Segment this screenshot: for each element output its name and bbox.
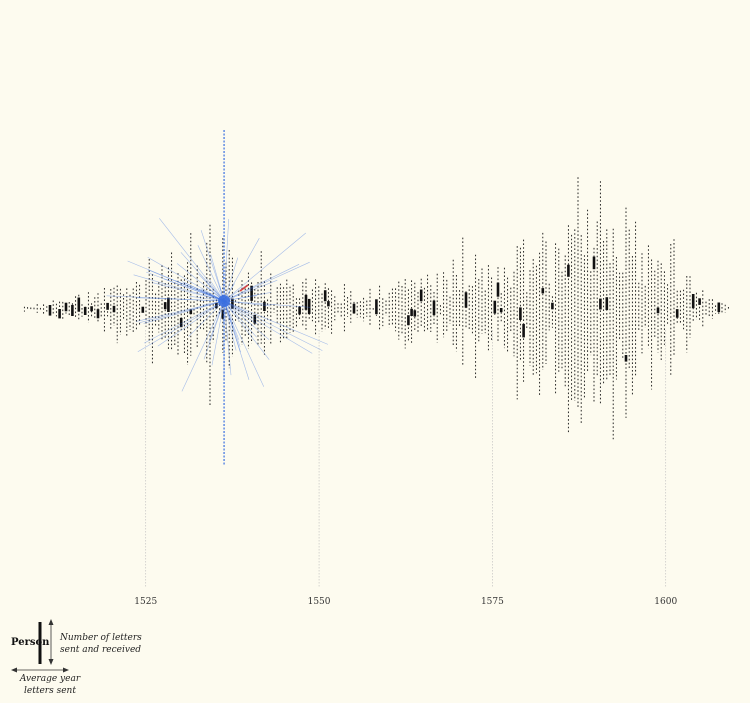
highlight-link-2 [223,261,310,302]
legend: Person Number of letters sent and receiv… [11,619,142,696]
legend-horizontal-label-line2: letters sent [24,686,76,696]
highlight-link-15 [198,273,225,302]
person-marks-layer [23,177,729,440]
highlight-link-69 [223,300,240,340]
grid-layer [145,330,667,588]
highlight-link-64 [223,300,270,340]
highlight-network-layer [106,130,329,465]
highlight-link-60 [143,300,225,344]
highlight-link-54 [152,282,225,302]
legend-vertical-label-line2: sent and received [60,645,141,655]
highlight-link-20 [208,300,225,343]
highlight-accent-mark [239,284,249,292]
highlight-link-7 [223,300,257,338]
highlight-link-67 [223,264,300,302]
legend-vertical-label-line1: Number of letters [59,633,142,643]
legend-horizontal-label-line1: Average year [19,674,81,684]
highlight-link-61 [223,218,229,302]
highlight-link-57 [183,282,225,302]
highlight-link-47 [176,263,225,302]
highlight-link-63 [210,254,225,302]
highlight-link-13 [181,281,225,302]
highlight-link-16 [223,232,306,302]
x-axis-ticks: 1525 1550 1575 1600 [134,597,677,607]
x-tick-label-1525: 1525 [134,597,157,607]
legend-arrow-up-icon [48,619,54,625]
highlight-link-14 [223,238,260,302]
highlight-link-53 [223,300,329,345]
highlight-link-25 [223,300,323,351]
highlight-link-23 [133,274,225,302]
highlight-link-52 [163,278,225,302]
highlight-link-55 [223,300,241,347]
highlight-link-17 [223,300,270,360]
legend-arrow-left-icon [11,667,17,673]
highlight-link-12 [223,300,258,325]
highlight-link-3 [136,300,225,322]
highlight-link-6 [223,300,313,354]
x-tick-label-1600: 1600 [654,597,677,607]
highlight-link-42 [197,245,225,302]
highlight-link-41 [224,292,271,302]
legend-person-label: Person [11,637,50,648]
highlight-link-22 [203,300,225,360]
highlight-link-36 [223,300,237,351]
highlight-link-21 [157,300,225,347]
highlight-link-40 [146,271,225,302]
highlight-link-30 [223,300,232,376]
highlight-link-8 [139,300,225,323]
highlight-link-62 [137,300,225,353]
highlight-link-18 [224,300,271,307]
highlight-link-19 [127,260,225,302]
highlight-link-9 [223,300,265,387]
highlight-link-37 [180,252,225,302]
highlight-link-24 [147,269,225,302]
x-tick-label-1550: 1550 [308,597,331,607]
highlight-link-44 [200,230,225,302]
highlight-link-5 [223,300,250,380]
highlight-link-49 [143,300,225,324]
highlight-link-43 [188,300,225,337]
highlight-link-1 [159,218,225,302]
highlight-link-26 [223,300,241,353]
highlight-link-27 [224,300,311,308]
highlight-hub [218,295,231,307]
highlight-link-51 [147,257,225,302]
highlight-link-31 [223,257,239,302]
highlight-link-29 [223,279,278,302]
highlight-link-68 [181,300,225,392]
highlight-link-34 [175,280,225,302]
legend-arrow-down-icon [48,659,54,665]
legend-arrow-right-icon [63,667,69,673]
x-tick-label-1575: 1575 [481,597,504,607]
highlight-link-50 [106,295,225,302]
highlight-link-10 [136,297,225,302]
highlight-link-38 [211,300,225,366]
